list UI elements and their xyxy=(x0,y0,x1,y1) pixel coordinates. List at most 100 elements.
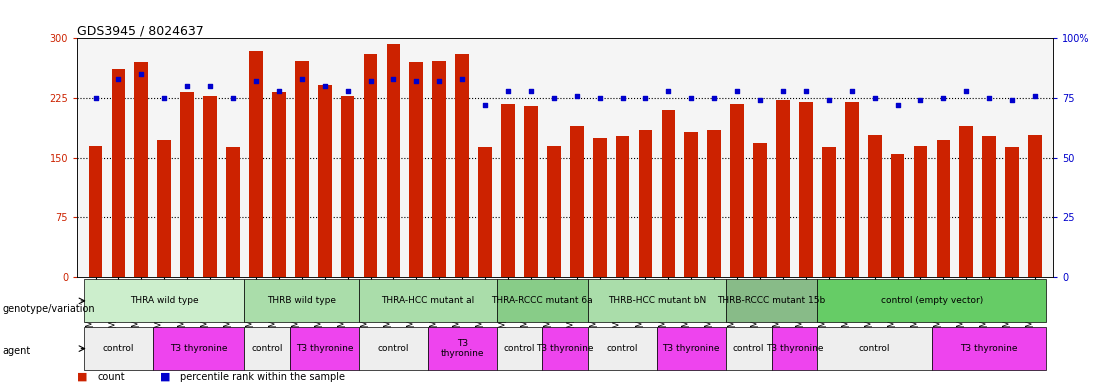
FancyBboxPatch shape xyxy=(290,327,360,370)
Point xyxy=(636,95,654,101)
Bar xyxy=(730,104,745,277)
Point xyxy=(362,78,379,84)
Text: control: control xyxy=(377,344,409,353)
FancyBboxPatch shape xyxy=(245,280,360,322)
Bar xyxy=(799,102,813,277)
Bar xyxy=(868,136,881,277)
FancyBboxPatch shape xyxy=(771,327,817,370)
Point xyxy=(843,88,860,94)
Bar xyxy=(685,132,698,277)
Bar xyxy=(295,61,309,277)
Text: THRA-HCC mutant al: THRA-HCC mutant al xyxy=(382,296,474,305)
FancyBboxPatch shape xyxy=(360,327,428,370)
Point xyxy=(87,95,105,101)
Point xyxy=(613,95,631,101)
Point xyxy=(957,88,975,94)
Bar xyxy=(135,62,148,277)
Text: agent: agent xyxy=(2,346,31,356)
Text: T3 thyronine: T3 thyronine xyxy=(765,344,823,353)
Point xyxy=(201,83,218,89)
Point xyxy=(568,93,586,99)
FancyBboxPatch shape xyxy=(588,327,657,370)
Bar xyxy=(158,140,171,277)
Text: T3 thyronine: T3 thyronine xyxy=(961,344,1018,353)
Bar xyxy=(364,54,377,277)
Text: T3 thyronine: T3 thyronine xyxy=(663,344,720,353)
Bar xyxy=(547,146,560,277)
Point xyxy=(1004,98,1021,104)
Point xyxy=(797,88,815,94)
Bar xyxy=(524,106,538,277)
Text: ■: ■ xyxy=(160,372,171,382)
Point xyxy=(315,83,333,89)
Bar xyxy=(180,93,194,277)
Bar xyxy=(592,138,607,277)
FancyBboxPatch shape xyxy=(817,327,932,370)
Bar xyxy=(203,96,217,277)
Bar xyxy=(501,104,515,277)
Point xyxy=(706,95,724,101)
Text: control: control xyxy=(859,344,890,353)
Bar xyxy=(1028,136,1042,277)
Text: control: control xyxy=(251,344,283,353)
Bar xyxy=(936,140,951,277)
Text: ■: ■ xyxy=(77,372,88,382)
Text: count: count xyxy=(97,372,125,382)
Bar xyxy=(662,110,675,277)
Text: control: control xyxy=(504,344,535,353)
Bar xyxy=(822,147,836,277)
FancyBboxPatch shape xyxy=(726,327,771,370)
FancyBboxPatch shape xyxy=(84,280,245,322)
Point xyxy=(934,95,952,101)
FancyBboxPatch shape xyxy=(932,327,1047,370)
Bar xyxy=(639,130,652,277)
Bar xyxy=(479,147,492,277)
Point xyxy=(500,88,517,94)
FancyBboxPatch shape xyxy=(153,327,245,370)
Bar xyxy=(88,146,103,277)
Point xyxy=(1026,93,1043,99)
Point xyxy=(866,95,884,101)
Point xyxy=(751,98,769,104)
FancyBboxPatch shape xyxy=(588,280,726,322)
FancyBboxPatch shape xyxy=(428,327,496,370)
Point xyxy=(293,76,311,82)
Point xyxy=(156,95,173,101)
FancyBboxPatch shape xyxy=(245,327,290,370)
Point xyxy=(683,95,700,101)
Bar xyxy=(386,44,400,277)
Bar xyxy=(753,143,767,277)
Text: T3 thyronine: T3 thyronine xyxy=(170,344,227,353)
Point xyxy=(774,88,792,94)
FancyBboxPatch shape xyxy=(543,327,588,370)
Bar xyxy=(960,126,973,277)
Bar xyxy=(226,147,240,277)
Point xyxy=(270,88,288,94)
FancyBboxPatch shape xyxy=(496,280,588,322)
Text: T3 thyronine: T3 thyronine xyxy=(536,344,595,353)
Point xyxy=(407,78,425,84)
Text: THRB-RCCC mutant 15b: THRB-RCCC mutant 15b xyxy=(717,296,826,305)
Point xyxy=(660,88,677,94)
Text: control: control xyxy=(103,344,135,353)
Text: percentile rank within the sample: percentile rank within the sample xyxy=(180,372,345,382)
Point xyxy=(339,88,356,94)
FancyBboxPatch shape xyxy=(496,327,543,370)
Point xyxy=(179,83,196,89)
Text: THRB-HCC mutant bN: THRB-HCC mutant bN xyxy=(608,296,706,305)
Text: THRB wild type: THRB wild type xyxy=(267,296,336,305)
Text: THRA wild type: THRA wild type xyxy=(130,296,199,305)
FancyBboxPatch shape xyxy=(84,327,153,370)
Text: genotype/variation: genotype/variation xyxy=(2,304,95,314)
Bar xyxy=(913,146,928,277)
Text: T3
thyronine: T3 thyronine xyxy=(440,339,484,358)
Bar xyxy=(891,154,904,277)
Point xyxy=(728,88,746,94)
Text: T3 thyronine: T3 thyronine xyxy=(296,344,353,353)
Bar xyxy=(845,102,858,277)
Point xyxy=(453,76,471,82)
Point xyxy=(981,95,998,101)
Point xyxy=(109,76,127,82)
Bar xyxy=(570,126,583,277)
Point xyxy=(247,78,265,84)
